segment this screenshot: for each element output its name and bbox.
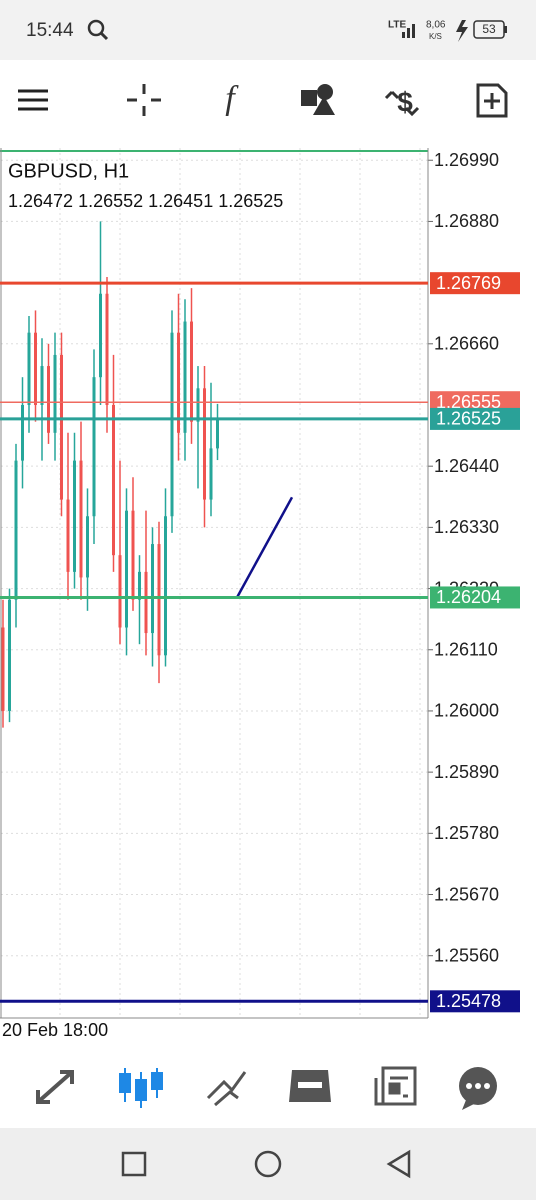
candle-body [190, 321, 193, 422]
candle-body [203, 388, 206, 500]
battery-level: 53 [482, 22, 496, 36]
candle-body [164, 516, 167, 656]
candle-body [53, 354, 57, 433]
search-icon [99, 31, 109, 41]
candle-body [99, 293, 102, 378]
chat-tab[interactable] [459, 1067, 497, 1110]
price-label: 1.26769 [436, 273, 501, 293]
x-label: 20 Feb 18:00 [2, 1020, 108, 1040]
price-label-box [430, 407, 520, 430]
candle-body [170, 332, 174, 517]
y-tick-label: 1.26330 [434, 517, 499, 537]
history-tab[interactable] [289, 1070, 331, 1102]
candle-body [183, 321, 187, 433]
signal-icon [402, 24, 415, 38]
candle-body [216, 418, 219, 449]
price-label-box [430, 990, 520, 1013]
candle-body [21, 404, 24, 461]
candle-body [34, 332, 37, 405]
candle-body [177, 332, 180, 433]
y-tick-label: 1.26660 [434, 334, 499, 354]
candle-body [47, 366, 50, 433]
y-tick-label: 1.25780 [434, 823, 499, 843]
candle-body [79, 460, 83, 578]
y-tick-label: 1.26440 [434, 456, 499, 476]
nav-bar [0, 1128, 536, 1200]
trade-tab[interactable] [206, 1071, 247, 1107]
status-bar [0, 0, 536, 60]
candle-body [151, 544, 154, 634]
candle-body [14, 460, 18, 600]
price-label: 1.25478 [436, 991, 501, 1011]
objects-button[interactable] [301, 84, 335, 115]
price-label-box [430, 586, 520, 609]
clock: 15:44 [26, 20, 74, 41]
y-tick-label: 1.25890 [434, 762, 499, 782]
candle-body [125, 510, 128, 628]
indicators-button[interactable]: f [225, 80, 239, 117]
menu-button[interactable] [18, 89, 48, 111]
price-label: 1.26555 [436, 392, 501, 412]
candle-body [131, 510, 135, 600]
y-tick-label: 1.26000 [434, 701, 499, 721]
candle-body [157, 544, 161, 656]
candle-body [73, 460, 76, 572]
back-button[interactable] [386, 1149, 411, 1179]
crosshair-button[interactable] [127, 84, 161, 116]
candle-body [86, 516, 89, 578]
candle-body [8, 599, 11, 711]
bottom-toolbar [0, 1045, 536, 1128]
trendline [235, 496, 294, 599]
candle-body [138, 571, 141, 600]
candle-body [209, 448, 213, 500]
candle-body [1, 627, 5, 711]
y-tick-label: 1.26990 [434, 150, 499, 170]
news-tab[interactable] [374, 1066, 417, 1106]
candle-body [196, 388, 200, 422]
candle-body [60, 354, 63, 500]
battery-icon [504, 26, 507, 33]
quotes-tab[interactable] [36, 1070, 74, 1104]
home-button[interactable] [254, 1150, 282, 1178]
new-order-button[interactable] [476, 83, 508, 118]
candle-body [92, 377, 96, 517]
network: LTE [388, 20, 406, 31]
price-label-box [430, 272, 520, 295]
y-tick-label: 1.26880 [434, 211, 499, 231]
price-label: 1.26525 [436, 409, 501, 429]
price-label-box [430, 391, 520, 414]
candle-body [66, 499, 70, 572]
recents-button[interactable] [121, 1151, 147, 1177]
candle-body [144, 571, 148, 634]
svg-text:$: $ [397, 86, 413, 117]
chart: 1.26990 1.26880 1.26660 1.26440 1.26330 1.262… [0, 148, 520, 1040]
candle-body [112, 404, 115, 556]
trade-button[interactable]: $ [384, 86, 420, 117]
chart-tab[interactable] [119, 1068, 163, 1108]
y-tick-label: 1.25670 [434, 884, 499, 904]
search-icon [87, 19, 105, 37]
y-tick-label: 1.25560 [434, 945, 499, 965]
candle-body [40, 366, 44, 405]
candle-body [118, 555, 122, 628]
price-label: 1.26204 [436, 587, 501, 607]
speed-unit: K/S [429, 32, 442, 41]
y-tick-label: 1.26110 [434, 640, 498, 660]
charging-icon [456, 20, 468, 42]
speed: 8,06 [426, 20, 446, 31]
quote: 1.26472 1.26552 1.26451 1.26525 [8, 191, 283, 211]
symbol: GBPUSD, H1 [8, 160, 129, 182]
candle-body [105, 293, 109, 405]
candle-body [27, 332, 31, 405]
